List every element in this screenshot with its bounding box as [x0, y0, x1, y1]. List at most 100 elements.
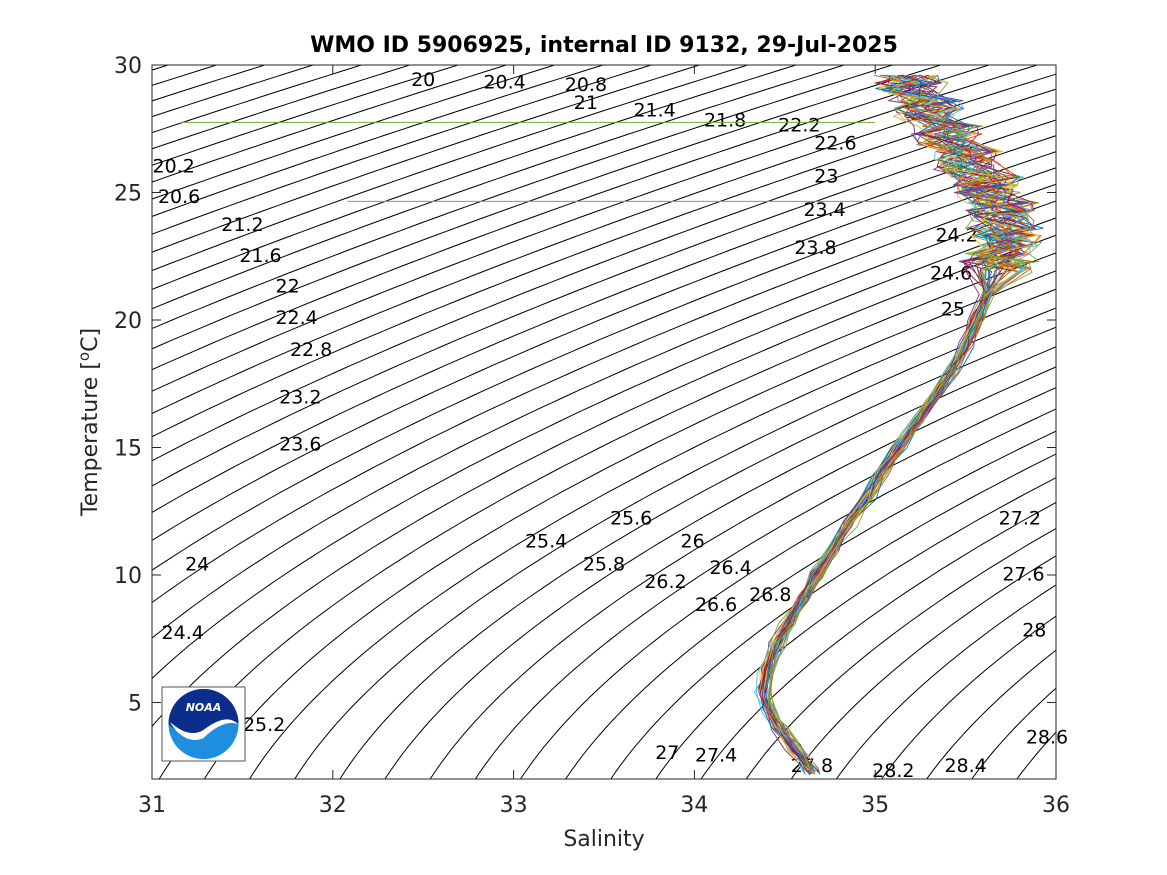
- density-contour-line: [203, 270, 1056, 779]
- density-contour-label: 26.6: [695, 594, 737, 616]
- x-axis-label: Salinity: [563, 827, 644, 852]
- density-contour-line: [152, 88, 1056, 438]
- density-contour-label: 22.8: [290, 339, 332, 361]
- density-contour-label: 27: [655, 742, 679, 764]
- density-contour-label: 20.6: [158, 186, 200, 208]
- density-contour-line: [294, 307, 1056, 779]
- density-contour-line: [152, 103, 1056, 462]
- density-contour-label: 20.8: [565, 74, 607, 96]
- density-contour-line: [655, 477, 1056, 779]
- density-contour-line: [152, 167, 1056, 571]
- density-contour-line: [565, 430, 1056, 779]
- density-contour-line: [790, 555, 1056, 779]
- density-contour-label: 23.6: [279, 433, 321, 455]
- density-contour-line: [248, 288, 1056, 779]
- density-contour-line: [152, 65, 895, 330]
- x-tick-label: 31: [138, 793, 166, 818]
- density-contour-line: [152, 217, 1056, 680]
- density-contour-line: [880, 615, 1056, 779]
- y-tick-label: 5: [128, 692, 142, 717]
- density-contour-label: 25.6: [610, 507, 652, 529]
- density-contour-label: 23.2: [279, 386, 321, 408]
- density-contour-label: 27.4: [695, 745, 737, 767]
- density-contour-line: [152, 65, 750, 272]
- y-tick-label: 25: [114, 182, 142, 207]
- density-contour-label: 28: [1022, 620, 1046, 642]
- profiles: [180, 74, 1044, 776]
- chart-title: WMO ID 5906925, internal ID 9132, 29-Jul…: [310, 33, 898, 58]
- y-tick-label: 15: [114, 437, 142, 462]
- density-contour-label: 21.2: [221, 214, 263, 236]
- density-contour-label: 28.6: [1026, 727, 1068, 749]
- density-contour-label: 23.8: [794, 237, 836, 259]
- density-contour-label: 21: [574, 92, 598, 114]
- profile-line: [768, 74, 1035, 773]
- density-contour-label: 20: [411, 69, 435, 91]
- density-contour-line: [152, 119, 1056, 487]
- density-contours: [152, 65, 1056, 779]
- y-axis: 5 10 15 20 25 30: [114, 54, 1056, 717]
- density-contour-line: [152, 65, 508, 183]
- density-contour-line: [610, 453, 1056, 779]
- density-contour-label: 21.8: [704, 110, 746, 132]
- plot-frame: [151, 64, 1057, 780]
- density-contour-line: [519, 408, 1056, 779]
- density-contour-line: [700, 501, 1056, 779]
- density-contour-line: [152, 183, 1056, 604]
- density-contour-label: 22.4: [275, 307, 317, 329]
- density-contour-line: [152, 65, 653, 235]
- density-contour-line: [384, 346, 1056, 779]
- profile-line: [761, 74, 1029, 774]
- density-contour-line: [474, 387, 1056, 779]
- density-contour-line: [158, 252, 1056, 779]
- y-tick-label: 20: [114, 309, 142, 334]
- density-contour-label: 27.6: [1002, 564, 1044, 586]
- density-contour-line: [152, 65, 557, 200]
- density-contour-label: 22.6: [814, 133, 856, 155]
- density-contour-label: 28.4: [944, 755, 986, 777]
- density-contour-label: 23.4: [803, 199, 845, 221]
- density-contour-label: 22.2: [778, 115, 820, 137]
- density-contour-line: [152, 65, 605, 217]
- density-contour-label: 26.8: [749, 584, 791, 606]
- density-contour-line: [835, 584, 1056, 779]
- density-contour-line: [926, 649, 1056, 779]
- density-contour-label: 24: [185, 553, 209, 575]
- x-tick-label: 36: [1042, 793, 1070, 818]
- density-contour-line: [339, 326, 1056, 779]
- density-contour-label: 24.4: [162, 622, 204, 644]
- density-contour-line: [152, 73, 1056, 415]
- density-contour-label: 25.4: [525, 530, 567, 552]
- density-contour-label: 27.2: [999, 507, 1041, 529]
- x-tick-label: 35: [861, 793, 889, 818]
- profile-line: [759, 74, 1026, 774]
- profile-line: [760, 74, 1024, 773]
- density-contour-line: [152, 234, 1056, 728]
- density-contour-line: [152, 65, 991, 371]
- density-contour-label: 26: [681, 530, 705, 552]
- x-tick-label: 33: [500, 793, 528, 818]
- density-contour-label: 21.4: [633, 99, 675, 121]
- density-contour-label: 28.2: [872, 760, 914, 782]
- plot-area: [152, 65, 1056, 779]
- density-contour-line: [152, 65, 702, 253]
- density-contour-label: 25.8: [583, 553, 625, 575]
- density-contour-line: [152, 65, 846, 310]
- density-contour-label: 26.4: [709, 557, 751, 579]
- profile-line: [761, 74, 1032, 769]
- y-axis-label: Temperature [oC]: [75, 328, 103, 517]
- density-contour-line: [152, 135, 1056, 513]
- density-contour-line: [152, 65, 798, 290]
- density-contour-label: 26.2: [644, 571, 686, 593]
- density-contour-label: 20.2: [153, 156, 195, 178]
- density-contour-line: [745, 527, 1056, 779]
- y-tick-label: 10: [114, 564, 142, 589]
- density-contour-labels: 20 20.4 20.821 21.4 21.8 22.222.6 23 23.4 23.8 24…: [153, 69, 1069, 782]
- density-contour-label: 20.4: [483, 71, 525, 93]
- x-tick-label: 34: [680, 793, 708, 818]
- density-contour-label: 24.6: [930, 263, 972, 285]
- noaa-logo-icon: NOAA: [161, 686, 246, 762]
- density-contour-line: [152, 65, 1039, 392]
- density-contour-line: [152, 200, 1056, 639]
- profile-line: [762, 74, 1040, 772]
